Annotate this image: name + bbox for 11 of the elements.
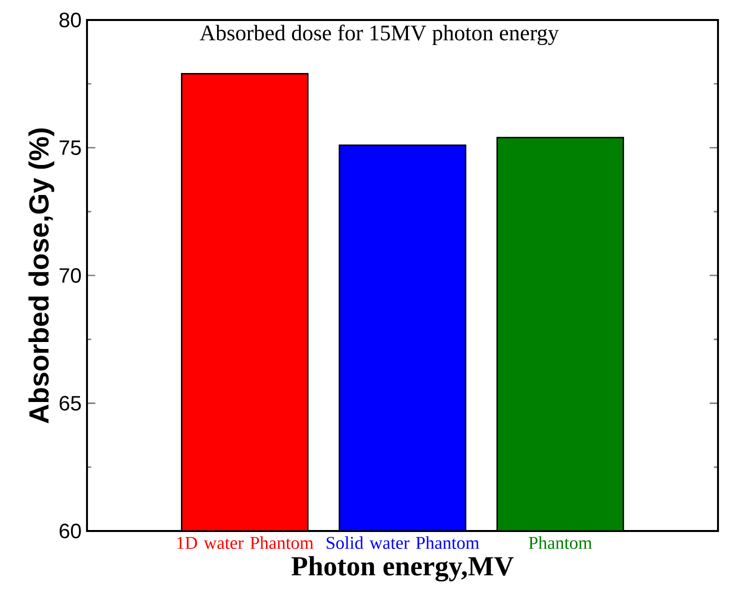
y-tick-label: 65: [60, 396, 81, 411]
y-tick-label: 60: [60, 524, 81, 538]
y-tick-label: 75: [60, 140, 81, 155]
y-tick-label: 80: [60, 12, 81, 28]
x-tick-label: 1D water Phantom: [177, 536, 314, 549]
chart-title: Absorbed dose for 15MV photon energy: [200, 24, 559, 46]
x-tick-label: Phantom: [528, 536, 592, 549]
x-tick-label: Solid water Phantom: [326, 536, 480, 549]
y-tick-label: 70: [60, 268, 81, 283]
x-axis-title: Photon energy,MV: [292, 556, 514, 582]
y-axis-title: Absorbed dose,Gy (%): [28, 128, 54, 424]
